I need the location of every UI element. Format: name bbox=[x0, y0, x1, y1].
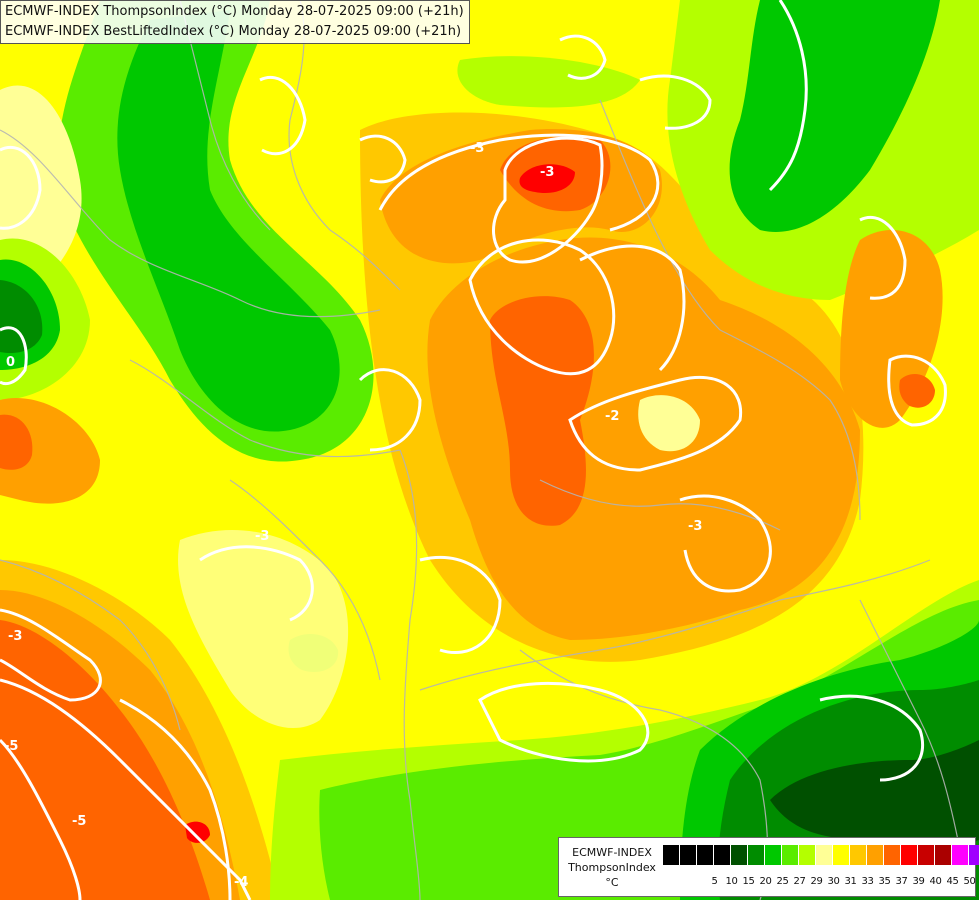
legend-tick-label: 35 bbox=[878, 876, 891, 887]
contour-label: 0 bbox=[6, 355, 15, 370]
legend-unit: °C bbox=[605, 876, 619, 889]
field-pale-yellow-southwest bbox=[178, 530, 349, 729]
legend-swatch bbox=[748, 845, 765, 865]
legend-swatch bbox=[816, 845, 833, 865]
color-legend: ECMWF-INDEX ThompsonIndex °C 5 10 15 20 25 27… bbox=[558, 837, 979, 897]
legend-swatch bbox=[918, 845, 935, 865]
legend-tick-label: 31 bbox=[844, 876, 857, 887]
contour-label: -5 bbox=[4, 739, 18, 754]
title-line-thompson-index: ECMWF-INDEX ThompsonIndex (°C) Monday 28… bbox=[5, 4, 464, 19]
field-red-north bbox=[519, 164, 575, 194]
legend-tick-label: 50 bbox=[963, 876, 976, 887]
legend-swatch bbox=[901, 845, 918, 865]
legend-tick-label: 29 bbox=[810, 876, 823, 887]
legend-swatch bbox=[799, 845, 816, 865]
contour-label: -3 bbox=[688, 519, 702, 534]
contour-label: -2 bbox=[605, 409, 619, 424]
contour-label: -3 bbox=[8, 629, 22, 644]
legend-tick-label: 37 bbox=[895, 876, 908, 887]
legend-swatch bbox=[765, 845, 782, 865]
field-red-orange-west bbox=[0, 414, 33, 470]
field-red-southwest bbox=[185, 821, 210, 843]
field-pale-yellow-east bbox=[638, 395, 700, 452]
legend-swatch bbox=[952, 845, 969, 865]
legend-swatch bbox=[833, 845, 850, 865]
legend-model: ECMWF-INDEX bbox=[572, 846, 652, 859]
legend-tick-label: 25 bbox=[776, 876, 789, 887]
legend-tick-label: 40 bbox=[929, 876, 942, 887]
field-red-orange-southwest bbox=[0, 620, 210, 900]
legend-tick-labels: 51015202527293031333537394045505560 bbox=[706, 876, 979, 887]
legend-swatch bbox=[969, 845, 979, 865]
legend-color-bar bbox=[663, 845, 979, 865]
field-orange-west bbox=[0, 398, 100, 504]
legend-tick-label: 33 bbox=[861, 876, 874, 887]
contour-label: -3 bbox=[540, 165, 554, 180]
legend-tick-label: 15 bbox=[742, 876, 755, 887]
legend-swatch bbox=[714, 845, 731, 865]
legend-swatch bbox=[680, 845, 697, 865]
legend-swatch bbox=[850, 845, 867, 865]
field-green-northwest-core bbox=[117, 10, 340, 432]
legend-swatch bbox=[782, 845, 799, 865]
field-red-orange-east bbox=[899, 374, 935, 408]
contour-label: -3 bbox=[255, 529, 269, 544]
legend-swatch bbox=[663, 845, 680, 865]
legend-parameter: ThompsonIndex bbox=[568, 861, 656, 874]
contour-label: -3 bbox=[470, 141, 484, 156]
legend-swatch bbox=[867, 845, 884, 865]
legend-tick-label: 20 bbox=[759, 876, 772, 887]
legend-swatch bbox=[935, 845, 952, 865]
legend-swatch bbox=[731, 845, 748, 865]
legend-tick-label: 5 bbox=[711, 876, 718, 887]
legend-tick-label: 10 bbox=[725, 876, 738, 887]
legend-tick-label: 30 bbox=[827, 876, 840, 887]
contour-label: -4 bbox=[234, 875, 248, 890]
field-darkest-green-southeast bbox=[770, 740, 979, 846]
contour-labels: -3 -2 -3 -3 -3 -3 -5 -5 -4 0 bbox=[4, 141, 702, 890]
legend-caption: ECMWF-INDEX ThompsonIndex °C bbox=[561, 845, 663, 890]
legend-swatch bbox=[884, 845, 901, 865]
contour-label: -5 bbox=[72, 814, 86, 829]
legend-tick-label: 45 bbox=[946, 876, 959, 887]
title-line-best-lifted-index: ECMWF-INDEX BestLiftedIndex (°C) Monday … bbox=[5, 24, 462, 39]
legend-tick-label: 27 bbox=[793, 876, 806, 887]
lifted-index-contours bbox=[0, 0, 947, 900]
field-lime-north-center bbox=[457, 56, 640, 108]
legend-swatch bbox=[697, 845, 714, 865]
map-title-box: ECMWF-INDEX ThompsonIndex (°C) Monday 28… bbox=[0, 0, 470, 44]
field-dark-green-west bbox=[0, 280, 43, 354]
legend-tick-label: 39 bbox=[912, 876, 925, 887]
